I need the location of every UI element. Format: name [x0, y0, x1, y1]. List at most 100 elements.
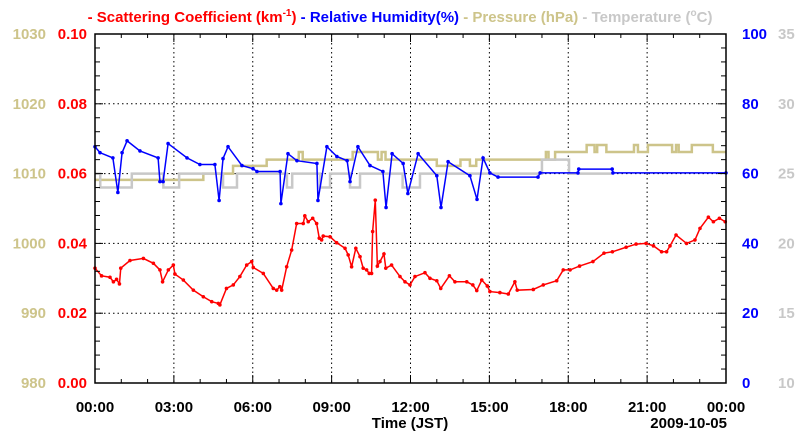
data-point: [213, 162, 217, 167]
data-point: [447, 274, 452, 278]
plot-frame: [94, 33, 727, 384]
legend-suffix: ): [292, 9, 297, 26]
data-point: [114, 277, 119, 282]
data-point: [554, 278, 559, 283]
data-point: [381, 169, 385, 174]
data-point: [310, 216, 315, 221]
scattering-axis-label: 0.02: [58, 305, 87, 322]
data-point: [284, 264, 289, 269]
data-point: [369, 271, 374, 276]
data-point: [373, 198, 378, 202]
data-point: [151, 261, 156, 266]
data-point: [343, 246, 347, 251]
data-point: [384, 205, 388, 210]
data-point: [488, 171, 492, 175]
x-tick-label: 03:00: [155, 399, 193, 416]
grid-lines: [95, 34, 726, 383]
data-point: [674, 233, 678, 237]
data-point: [108, 275, 112, 280]
data-point: [301, 221, 306, 226]
pressure-axis-label: 980: [21, 375, 46, 392]
data-point: [156, 156, 160, 160]
data-point: [361, 266, 365, 270]
data-point: [577, 264, 582, 268]
data-point: [166, 268, 171, 272]
temperature-axis-label: 15: [778, 305, 795, 322]
tick-marks: [95, 34, 726, 383]
data-point: [111, 156, 115, 160]
data-point: [316, 198, 320, 203]
temperature-axis-label: 20: [778, 235, 795, 252]
x-tick-label: 06:00: [234, 399, 272, 416]
data-point: [125, 138, 129, 143]
data-point: [181, 278, 186, 282]
data-point: [334, 240, 339, 245]
data-point: [279, 288, 284, 292]
data-point: [261, 271, 266, 276]
pressure-axis-label: 1010: [13, 166, 46, 183]
data-point: [294, 221, 299, 226]
data-point: [346, 253, 350, 257]
data-point: [111, 279, 116, 284]
data-point: [644, 241, 648, 246]
data-point: [610, 249, 615, 254]
data-point: [541, 283, 546, 287]
data-point: [319, 238, 324, 242]
data-point: [488, 289, 492, 294]
pressure-axis-label: 990: [21, 305, 46, 322]
legend-item: - Scattering Coefficient (km: [88, 9, 283, 26]
x-tick-label: 18:00: [549, 399, 587, 416]
data-point: [278, 169, 282, 174]
data-point: [446, 159, 450, 164]
data-point: [345, 158, 349, 163]
tick-labels: 00:00 03:00 06:00 09:00 12:00 15:00 18:00 21:00…: [13, 26, 795, 416]
x-axis-title: Time (JST): [372, 415, 448, 432]
data-point: [279, 201, 283, 206]
x-tick-label: 09:00: [312, 399, 350, 416]
data-point: [271, 286, 276, 291]
data-point: [659, 249, 664, 254]
data-point: [116, 190, 120, 195]
data-point: [634, 242, 638, 246]
data-point: [611, 171, 615, 175]
data-point: [315, 161, 319, 166]
data-point: [354, 246, 358, 251]
data-point: [398, 274, 402, 279]
data-point: [191, 288, 196, 292]
data-point: [610, 167, 614, 171]
data-point: [251, 265, 256, 270]
data-point: [218, 303, 222, 307]
data-point: [438, 286, 443, 291]
series-relative-humidity: [93, 138, 728, 210]
series-line: [94, 200, 726, 307]
temperature-axis-label: 10: [778, 375, 795, 392]
humidity-axis-label: 60: [742, 166, 759, 183]
data-point: [335, 154, 339, 159]
data-point: [479, 278, 484, 282]
x-tick-label: 21:00: [628, 399, 666, 416]
series-layer: [93, 138, 728, 307]
data-point: [624, 245, 628, 250]
x-tick-label: 00:00: [707, 399, 745, 416]
temperature-axis-label: 25: [778, 166, 795, 183]
data-point: [173, 272, 177, 276]
scattering-axis-label: 0.08: [58, 96, 87, 113]
data-point: [99, 274, 104, 278]
data-point: [278, 284, 282, 289]
data-point: [401, 161, 405, 166]
data-point: [158, 179, 162, 184]
scattering-axis-label: 0.06: [58, 166, 87, 183]
humidity-axis-label: 20: [742, 305, 759, 322]
scattering-axis-label: 0.10: [58, 26, 87, 43]
data-point: [249, 259, 254, 264]
data-point: [439, 205, 443, 210]
data-point: [158, 268, 162, 272]
data-point: [348, 179, 352, 184]
data-point: [568, 268, 572, 272]
data-point: [118, 266, 123, 270]
data-point: [240, 163, 244, 168]
data-point: [138, 149, 142, 153]
data-point: [160, 279, 165, 284]
date-label: 2009-10-05: [650, 415, 727, 432]
